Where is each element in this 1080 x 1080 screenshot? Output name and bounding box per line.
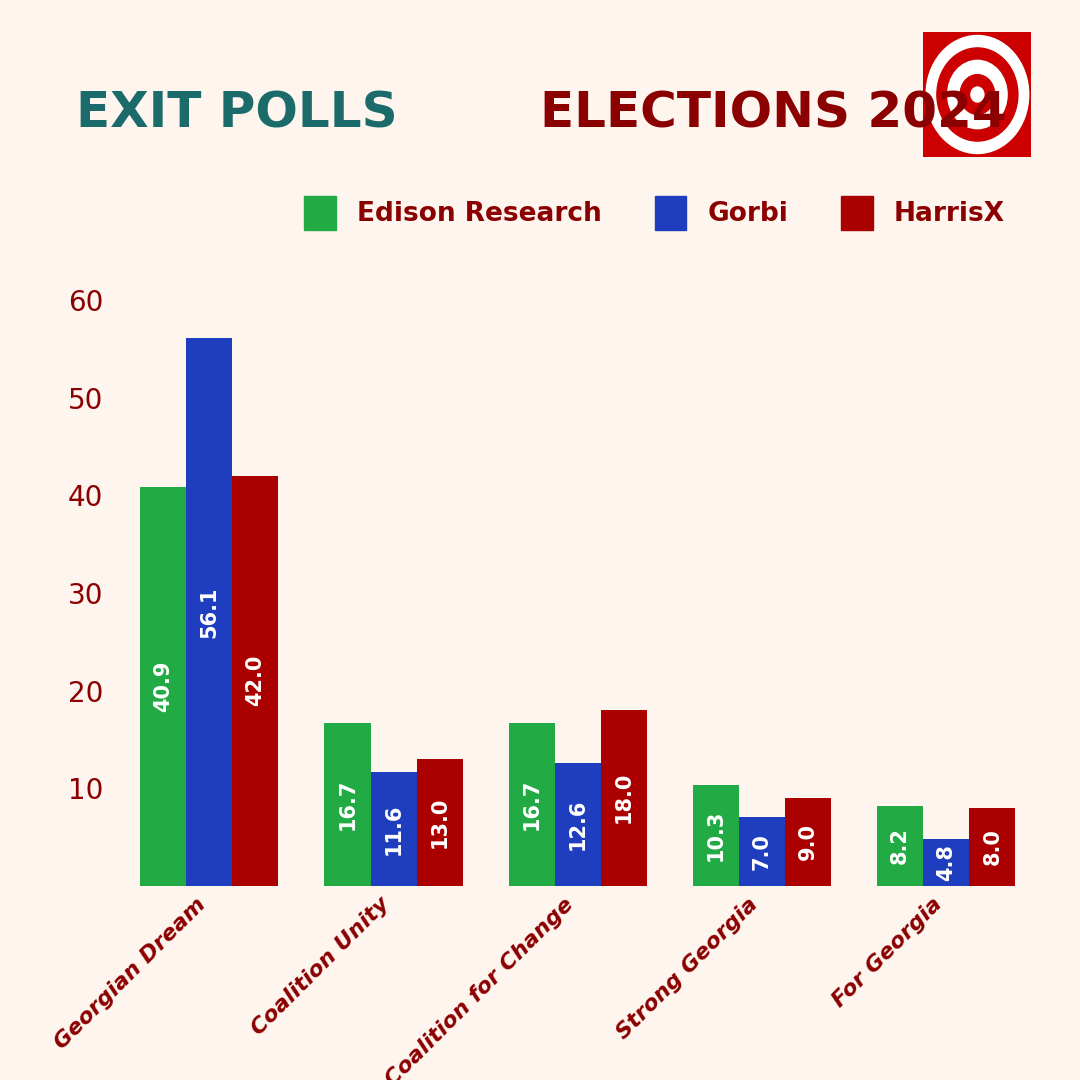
Text: 8.0: 8.0 [983,828,1002,865]
Text: 9.0: 9.0 [798,823,818,860]
Text: ELECTIONS 2024: ELECTIONS 2024 [540,90,1007,137]
Bar [417,759,462,886]
Bar [509,723,555,886]
Text: 16.7: 16.7 [522,779,542,829]
Bar [785,798,832,886]
Bar [140,487,187,886]
Text: 11.6: 11.6 [383,804,404,854]
Text: 12.6: 12.6 [568,798,588,850]
Bar [693,785,739,886]
Text: 10.3: 10.3 [706,810,726,861]
Text: 8.2: 8.2 [890,827,910,864]
Bar [923,839,970,886]
Circle shape [936,48,1017,141]
Circle shape [947,60,1007,129]
Text: EXIT POLLS: EXIT POLLS [76,90,397,137]
Bar [187,338,232,886]
Bar [232,476,279,886]
Bar [600,710,647,886]
Text: 16.7: 16.7 [338,779,357,829]
Circle shape [926,36,1028,153]
Text: 13.0: 13.0 [430,797,449,848]
Text: 42.0: 42.0 [245,656,266,706]
Bar [555,762,600,886]
Bar [324,723,370,886]
Text: 40.9: 40.9 [153,660,173,712]
Bar [739,818,785,886]
Legend: Edison Research, Gorbi, HarrisX: Edison Research, Gorbi, HarrisX [294,185,1015,240]
Text: 18.0: 18.0 [613,772,634,823]
Circle shape [960,75,995,114]
Text: 56.1: 56.1 [200,586,219,637]
Bar [370,772,417,886]
Text: 4.8: 4.8 [936,843,956,880]
Circle shape [971,87,984,102]
Bar [877,806,923,886]
Bar [970,808,1015,886]
Text: 7.0: 7.0 [752,833,772,869]
